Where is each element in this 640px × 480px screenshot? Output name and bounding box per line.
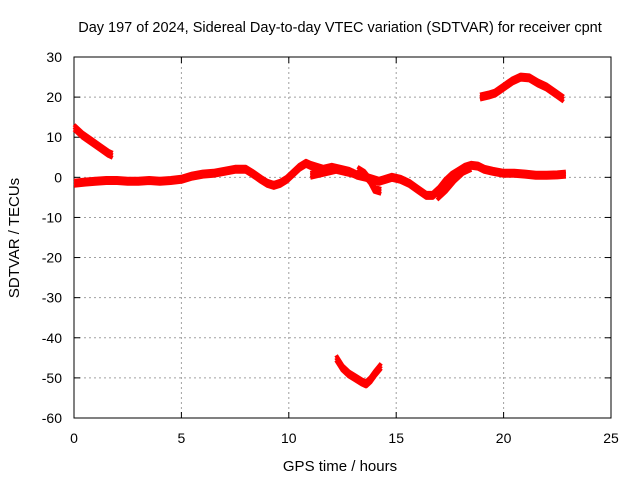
y-tick-label: -40 [42,330,62,346]
series-line [72,128,114,160]
series-segment-3 [334,354,383,389]
grid-lines [74,57,611,418]
series-line [73,158,567,195]
series-line [309,164,354,175]
series-line [334,359,383,389]
chart-title: Day 197 of 2024, Sidereal Day-to-day VTE… [78,20,602,36]
y-tick-label: -30 [42,290,62,306]
x-tick-label: 10 [281,430,297,446]
series-line [479,77,565,104]
series-line [435,167,473,202]
y-tick-label: 30 [46,49,62,65]
y-tick-label: 0 [54,169,62,185]
y-tick-label: -10 [42,209,62,225]
y-axis-label: SDTVAR / TECUs [6,178,23,298]
axis-ticks: 0 5 10 15 20 25 -60 -50 -40 -30 -20 -10 0 10 20 30 [42,49,619,446]
x-tick-label: 15 [388,430,404,446]
x-tick-label: 25 [603,430,619,446]
series-spur-17h [435,162,473,202]
series-line [309,169,354,180]
series-line [356,170,382,196]
series-line [479,75,565,101]
y-tick-label: 20 [46,89,62,105]
y-tick-label: -20 [42,250,62,266]
x-tick-label: 5 [178,430,186,446]
series-spur-13h [356,165,382,196]
series-line [72,125,114,158]
series-main-band [73,158,567,200]
x-axis-label: GPS time / hours [283,458,397,475]
y-tick-label: 10 [46,129,62,145]
series-line [72,123,114,155]
series-segment-2 [479,72,565,104]
series-spur-12h [309,164,354,180]
series-layer [72,72,567,389]
y-tick-label: -60 [42,410,62,426]
plot-frame [73,56,612,419]
y-tick-label: -50 [42,370,62,386]
series-line [309,167,354,178]
series-segment-1 [72,123,114,160]
x-tick-label: 0 [70,430,78,446]
series-line [479,72,565,99]
x-tick-label: 20 [496,430,512,446]
